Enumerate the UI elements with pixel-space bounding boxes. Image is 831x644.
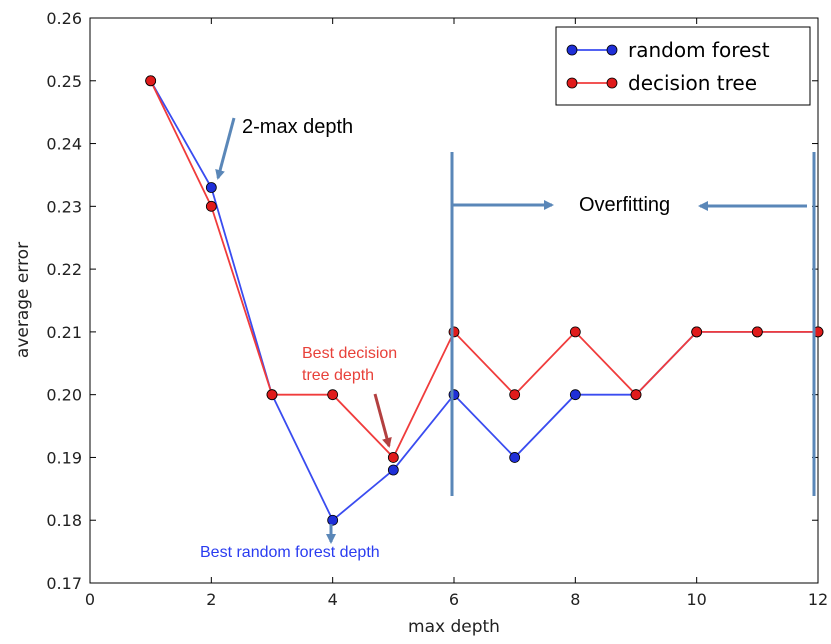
best-tree-arrow: [375, 394, 389, 446]
legend-marker-random-forest-b: [607, 45, 617, 55]
data-point-decision-tree: [328, 390, 338, 400]
legend-label-random-forest: random forest: [628, 38, 770, 62]
data-point-random-forest: [206, 183, 216, 193]
data-point-decision-tree: [267, 390, 277, 400]
best-tree-label-line2: tree depth: [302, 367, 374, 384]
data-point-decision-tree: [510, 390, 520, 400]
y-tick-label: 0.23: [46, 197, 82, 216]
best-forest-label: Best random forest depth: [200, 544, 380, 561]
data-point-decision-tree: [146, 76, 156, 86]
legend: random forest decision tree: [556, 27, 810, 105]
series-line-random-forest: [151, 81, 818, 520]
y-tick-label: 0.20: [46, 386, 82, 405]
max-depth-2-arrow: [218, 118, 234, 178]
overfitting-label: Overfitting: [579, 194, 670, 216]
legend-marker-decision-tree-a: [567, 78, 577, 88]
data-point-random-forest: [570, 390, 580, 400]
best-tree-label-line1: Best decision: [302, 345, 397, 362]
x-tick-label: 2: [206, 590, 216, 609]
y-axis-label: average error: [13, 242, 33, 358]
y-tick-label: 0.26: [46, 9, 82, 28]
data-point-decision-tree: [752, 327, 762, 337]
y-tick-label: 0.17: [46, 574, 82, 593]
y-tick-label: 0.24: [46, 135, 82, 154]
data-point-decision-tree: [631, 390, 641, 400]
y-tick-label: 0.22: [46, 260, 82, 279]
legend-label-decision-tree: decision tree: [628, 71, 757, 95]
data-point-random-forest: [388, 465, 398, 475]
max-depth-2-label: 2-max depth: [242, 116, 353, 138]
data-point-random-forest: [510, 452, 520, 462]
x-tick-label: 8: [570, 590, 580, 609]
legend-marker-random-forest-a: [567, 45, 577, 55]
data-point-decision-tree: [388, 452, 398, 462]
y-tick-label: 0.18: [46, 511, 82, 530]
data-point-decision-tree: [570, 327, 580, 337]
x-tick-label: 0: [85, 590, 95, 609]
x-axis-label: max depth: [408, 617, 500, 637]
x-tick-label: 10: [686, 590, 706, 609]
x-tick-label: 4: [328, 590, 338, 609]
y-tick-label: 0.19: [46, 448, 82, 467]
x-ticks: 0 2 4 6 8 10 12: [85, 18, 828, 609]
legend-marker-decision-tree-b: [607, 78, 617, 88]
y-tick-label: 0.21: [46, 323, 82, 342]
data-point-decision-tree: [206, 201, 216, 211]
data-point-decision-tree: [692, 327, 702, 337]
data-point-random-forest: [328, 515, 338, 525]
series-layer: [146, 76, 823, 525]
x-tick-label: 12: [808, 590, 828, 609]
x-tick-label: 6: [449, 590, 459, 609]
y-tick-label: 0.25: [46, 72, 82, 91]
